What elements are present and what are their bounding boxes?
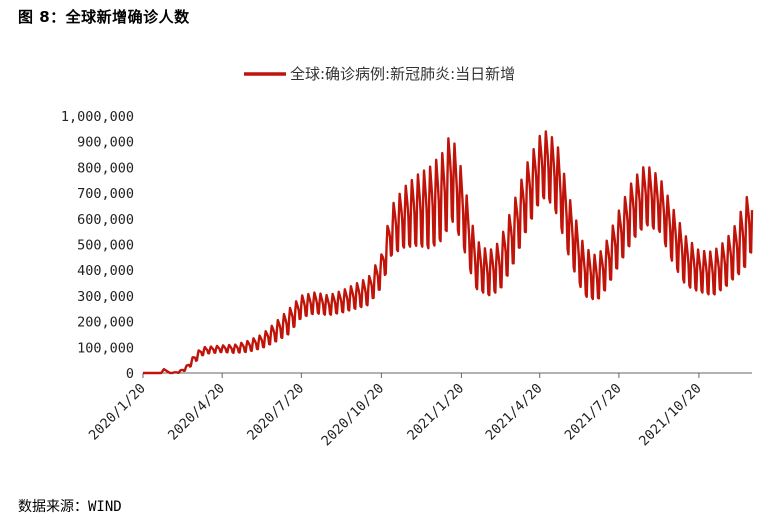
x-tick-label: 2021/1/20 bbox=[404, 381, 467, 444]
x-tick-label: 2021/10/20 bbox=[636, 381, 705, 450]
legend-label: 全球:确诊病例:新冠肺炎:当日新增 bbox=[290, 65, 515, 83]
source-note: 数据来源：WIND bbox=[18, 499, 122, 515]
y-tick-label: 700,000 bbox=[77, 186, 134, 202]
y-tick-label: 300,000 bbox=[77, 289, 134, 305]
y-tick-label: 400,000 bbox=[77, 263, 134, 279]
x-tick-label: 2021/7/20 bbox=[562, 381, 625, 444]
line-chart: 全球:确诊病例:新冠肺炎:当日新增 0 100,000 200,000 300,000… bbox=[61, 65, 754, 450]
y-axis-tick-labels: 0 100,000 200,000 300,000 400,000 500,000 600,… bbox=[61, 109, 134, 382]
x-tick-label: 2020/4/20 bbox=[165, 381, 228, 444]
x-axis bbox=[142, 372, 752, 378]
x-axis-tick-labels: 2020/1/20 2020/4/20 2020/7/20 2020/10/20 202… bbox=[86, 381, 705, 450]
x-tick-label: 2020/10/20 bbox=[318, 381, 387, 450]
y-tick-label: 900,000 bbox=[77, 135, 134, 151]
y-tick-label: 500,000 bbox=[77, 238, 134, 254]
y-tick-label: 100,000 bbox=[77, 340, 134, 356]
x-tick-label: 2020/7/20 bbox=[244, 381, 307, 444]
y-tick-label: 800,000 bbox=[77, 160, 134, 176]
x-tick-label: 2020/1/20 bbox=[86, 381, 149, 444]
legend: 全球:确诊病例:新冠肺炎:当日新增 bbox=[244, 65, 515, 83]
y-tick-label: 0 bbox=[126, 366, 134, 382]
y-tick-label: 200,000 bbox=[77, 315, 134, 331]
y-tick-label: 1,000,000 bbox=[61, 109, 134, 125]
y-tick-label: 600,000 bbox=[77, 212, 134, 228]
x-tick-label: 2021/4/20 bbox=[483, 381, 546, 444]
series-line bbox=[142, 130, 754, 375]
figure-title: 图 8：全球新增确诊人数 bbox=[18, 8, 190, 26]
